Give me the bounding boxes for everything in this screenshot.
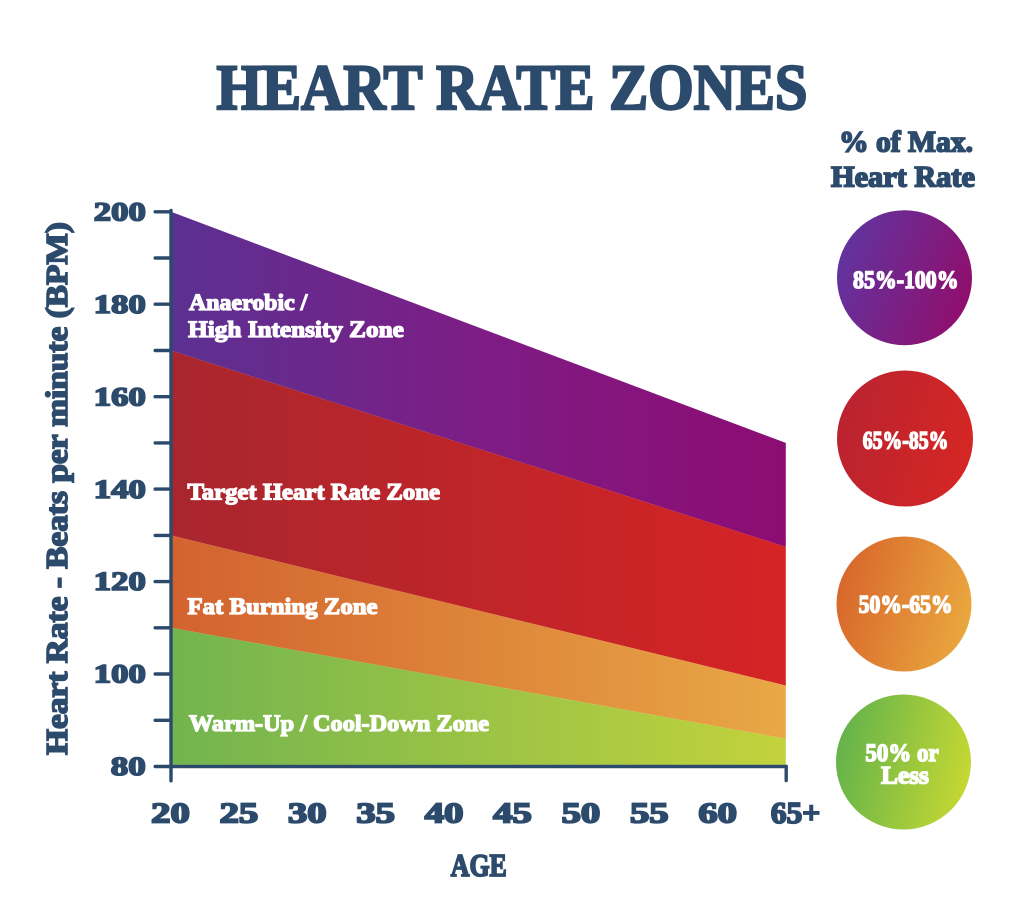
svg-text:Less: Less [881, 763, 929, 790]
svg-text:80: 80 [111, 752, 146, 781]
svg-text:200: 200 [94, 197, 146, 226]
svg-text:High Intensity Zone: High Intensity Zone [188, 317, 404, 342]
svg-text:65%-85%: 65%-85% [863, 428, 949, 455]
svg-text:180: 180 [94, 290, 146, 319]
svg-text:160: 160 [94, 382, 146, 411]
svg-text:65+: 65+ [771, 795, 821, 830]
svg-text:25: 25 [220, 799, 259, 830]
svg-text:50% or: 50% or [865, 740, 938, 767]
svg-text:100: 100 [94, 660, 146, 689]
svg-text:Warm-Up / Cool-Down Zone: Warm-Up / Cool-Down Zone [189, 711, 489, 736]
svg-text:30: 30 [288, 799, 327, 830]
svg-text:60: 60 [698, 799, 737, 830]
svg-text:85%-100%: 85%-100% [853, 267, 959, 294]
svg-text:Heart Rate - Beats per minute: Heart Rate - Beats per minute (BPM) [39, 222, 74, 755]
svg-text:55: 55 [630, 799, 669, 830]
svg-text:Target Heart Rate Zone: Target Heart Rate Zone [188, 480, 441, 505]
svg-text:AGE: AGE [451, 847, 507, 883]
svg-text:% of Max.: % of Max. [839, 126, 973, 159]
svg-text:Anaerobic /: Anaerobic / [189, 290, 308, 315]
svg-text:50: 50 [562, 799, 601, 830]
svg-text:120: 120 [94, 567, 146, 596]
svg-text:35: 35 [356, 799, 395, 830]
svg-text:40: 40 [425, 799, 464, 830]
svg-text:45: 45 [493, 799, 532, 830]
svg-text:140: 140 [94, 475, 146, 504]
svg-text:50%-65%: 50%-65% [859, 592, 953, 619]
svg-text:Fat Burning Zone: Fat Burning Zone [188, 594, 378, 619]
svg-text:Heart Rate: Heart Rate [831, 161, 975, 194]
svg-text:20: 20 [151, 799, 190, 830]
svg-text:HEART RATE ZONES: HEART RATE ZONES [217, 52, 808, 124]
